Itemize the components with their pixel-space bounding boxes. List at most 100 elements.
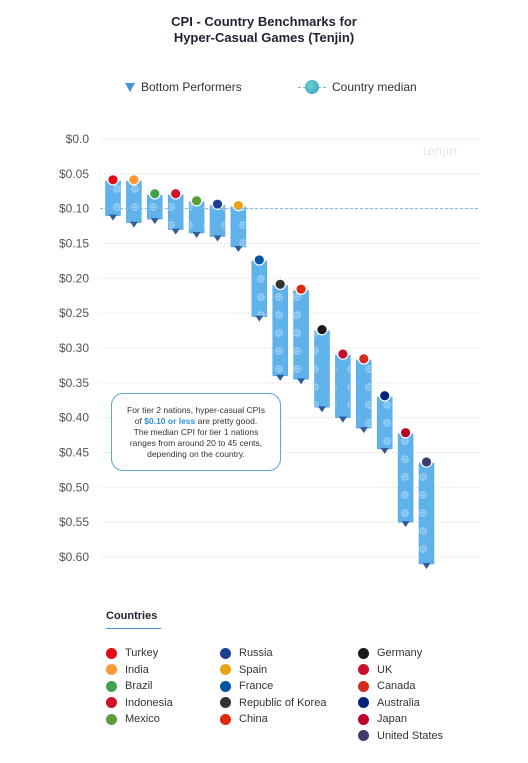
y-tick-label: $0.35 [59,376,89,390]
country-median-marker [149,187,161,200]
country-name: Canada [377,680,416,693]
country-legend-item: Spain [220,662,326,679]
country-legend-item: Mexico [106,711,173,728]
callout-line1: For tier 2 nations, hyper-casual CPIs [127,404,265,415]
bottom-performer-marker [276,374,285,381]
chart-title-line1: CPI - Country Benchmarks for [171,14,357,29]
flag-icon [358,664,369,676]
y-tick-label: $0.20 [59,271,89,285]
country-median-marker [253,254,266,266]
globe-icon [298,80,326,94]
country-name: Japan [377,713,407,726]
bottom-performer-marker [129,221,138,228]
country-median-marker [169,187,182,200]
y-tick-label: $0.40 [59,411,89,425]
bottom-performer-marker [380,448,389,455]
bottom-performer-marker [234,245,243,252]
flag-icon [106,664,117,676]
flag-icon [220,647,231,659]
flag-icon [358,647,369,659]
chart-title: CPI - Country Benchmarks for Hyper-Casua… [0,14,528,46]
country-name: China [239,713,268,726]
country-median-marker [107,174,119,186]
flag-icon [220,680,231,692]
country-median-marker [232,199,245,212]
country-list-col1: Turkey India Brazil Indonesia Mexico [106,645,173,728]
bottom-performer-marker [213,235,222,242]
flag-icon [220,664,231,676]
country-legend-item: India [106,662,173,679]
country-legend-item: France [220,678,326,695]
y-tick-label: $0.10 [59,202,89,216]
y-tick-label: $0.45 [59,446,89,460]
country-legend-item: Germany [358,645,443,662]
range-bar [356,359,372,429]
bottom-performer-marker [422,562,431,569]
flag-icon [106,680,117,692]
country-name: Republic of Korea [239,696,327,709]
bottom-performer-marker [171,228,180,235]
flag-icon [358,730,369,742]
callout-line5: depending on the country. [147,448,245,459]
country-legend-item: Republic of Korea [220,695,326,712]
bottom-performer-marker [359,427,368,434]
flag-icon [220,713,231,725]
country-name: Indonesia [125,696,173,709]
range-bar [293,289,309,380]
flag-icon [358,713,369,725]
country-name: Germany [377,647,423,660]
range-bar [126,180,142,223]
country-median-marker [399,426,412,439]
country-legend-item: UK [358,662,443,679]
legend-bottom-label: Bottom Performers [141,80,242,94]
flag-icon [106,697,117,709]
bottom-performer-marker [401,521,410,528]
flag-icon [358,680,369,692]
y-tick-label: $0.60 [59,550,89,564]
country-median-marker [316,323,328,336]
range-bar [314,330,330,408]
chart-title-line2: Hyper-Casual Games (Tenjin) [173,30,355,45]
chart-plot: $0.0 $0.05 $0.10 $0.15 $0.20 $0.25 $0.30 $0.35 $… [59,132,480,569]
range-bar [167,194,184,230]
country-name: Spain [239,663,268,676]
bottom-performer-marker [192,232,201,239]
country-median-marker [337,348,349,360]
legend: Bottom Performers Country median [0,80,528,100]
country-legend-item: Australia [358,695,443,712]
range-bar [251,260,268,317]
country-name: UK [377,663,393,676]
country-name: France [239,680,274,693]
bottom-performer-marker [255,315,264,322]
country-name: Russia [239,647,273,660]
flag-icon [106,713,117,725]
y-tick-label: $0.55 [59,515,89,529]
country-median-marker [295,283,307,295]
country-median-marker [274,278,286,291]
range-bar [272,285,288,377]
triangle-down-icon [125,82,135,92]
flag-icon [106,647,117,659]
country-legend-item: Canada [358,678,443,695]
countries-heading: Countries [106,610,158,622]
y-tick-label: $0.30 [59,341,89,355]
callout-line4: ranges from around 20 to 45 cents, [129,437,263,448]
range-bar [418,462,435,565]
bottom-performer-marker [338,416,347,423]
range-bar [376,396,393,450]
country-median-marker [378,389,391,402]
country-legend-item: Indonesia [106,695,173,712]
legend-bottom-performers: Bottom Performers [125,80,242,94]
callout-line2: of $0.10 or less are pretty good. [134,415,258,426]
range-bar [335,354,351,418]
legend-country-median: Country median [298,80,417,94]
bottom-performer-marker [297,378,306,385]
flag-icon [358,697,369,709]
country-name: United States [377,729,444,742]
flag-icon [220,697,231,709]
bottom-performer-marker [109,214,117,221]
country-median-marker [420,456,433,468]
country-name: Australia [377,696,420,709]
country-name: Brazil [125,680,153,693]
country-name: India [125,663,149,676]
